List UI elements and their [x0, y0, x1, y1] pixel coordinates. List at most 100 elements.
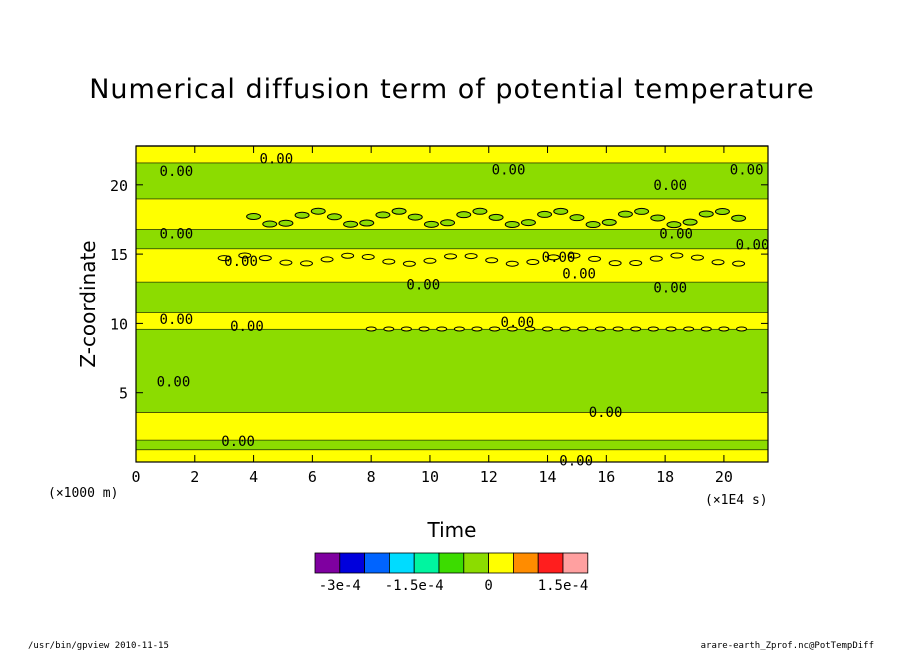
contour-blob-58 [383, 326, 395, 332]
contour-blob-23 [617, 210, 633, 218]
contour-blob-64 [489, 326, 501, 332]
contour-blob-74 [665, 326, 677, 332]
contour-label-3: 0.00 [157, 375, 191, 391]
colorbar-swatch-9 [537, 552, 564, 574]
contour-blob-15 [488, 213, 504, 221]
contour-blob-30 [731, 214, 747, 222]
contour-label-16: 0.00 [736, 237, 770, 253]
contour-band-10 [136, 146, 768, 163]
contour-blob-48 [567, 252, 581, 259]
x-tick-label-8: 16 [597, 468, 615, 486]
contour-blob-11 [423, 220, 439, 228]
x-tick-label-9: 18 [656, 468, 674, 486]
contour-blob-44 [485, 257, 499, 264]
contour-blob-26 [666, 221, 682, 229]
contour-blob-60 [418, 326, 430, 332]
contour-blob-1 [262, 220, 278, 228]
contour-blob-72 [630, 326, 642, 332]
contour-blob-12 [440, 219, 456, 227]
contour-band-9 [136, 162, 768, 199]
x-tick-label-0: 0 [131, 468, 140, 486]
contour-band-0 [136, 449, 768, 462]
contour-blob-16 [504, 220, 520, 228]
contour-label-9: 0.00 [492, 163, 526, 179]
contour-blob-20 [569, 214, 585, 222]
contour-blob-67 [542, 326, 554, 332]
contour-blob-56 [732, 260, 746, 267]
contour-blob-65 [506, 326, 518, 332]
contour-blob-45 [505, 260, 519, 267]
contour-blob-32 [238, 252, 252, 259]
contour-blob-51 [629, 260, 643, 267]
x-tick-label-10: 20 [715, 468, 733, 486]
x-tick-label-2: 4 [249, 468, 258, 486]
y-tick-label-0: 5 [119, 385, 128, 403]
colorbar-tick-label-3: 1.5e-4 [538, 578, 589, 594]
colorbar-tick-label-1: -1.5e-4 [385, 578, 444, 594]
contour-label-7: 0.00 [259, 151, 293, 167]
contour-blob-17 [520, 219, 536, 227]
x-unit-label: (×1E4 s) [705, 493, 768, 508]
contour-band-2 [136, 412, 768, 440]
contour-blob-49 [588, 255, 602, 262]
contour-band-1 [136, 439, 768, 450]
colorbar-swatch-4 [413, 552, 440, 574]
contour-blob-78 [736, 326, 748, 332]
contour-blob-28 [698, 210, 714, 218]
contour-blob-55 [711, 259, 725, 266]
contour-blob-29 [714, 208, 730, 216]
contour-blob-62 [453, 326, 465, 332]
contour-blob-40 [402, 260, 416, 267]
contour-blob-7 [359, 219, 375, 227]
contour-blob-36 [320, 256, 334, 263]
x-tick-label-6: 12 [480, 468, 498, 486]
colorbar-tick-label-2: 0 [484, 578, 492, 594]
contour-blob-37 [341, 252, 355, 259]
contour-blob-70 [594, 326, 606, 332]
y-tick-label-2: 15 [110, 246, 128, 264]
contour-blob-41 [423, 257, 437, 264]
contour-label-12: 0.00 [653, 280, 687, 296]
footer-right: arare-earth_Zprof.nc@PotTempDiff [700, 641, 874, 651]
contour-blob-5 [326, 213, 342, 221]
y-tick-label-3: 20 [110, 177, 128, 195]
contour-blob-31 [217, 255, 231, 262]
contour-label-1: 0.00 [160, 226, 194, 242]
contour-blob-8 [375, 211, 391, 219]
contour-blob-4 [310, 207, 326, 215]
contour-blob-19 [553, 207, 569, 215]
footer-left: /usr/bin/gpview 2010-11-15 [28, 641, 169, 651]
contour-blob-43 [464, 253, 478, 260]
contour-label-17: 0.00 [501, 315, 535, 331]
contour-blob-9 [391, 207, 407, 215]
colorbar-swatch-0 [314, 552, 341, 574]
contour-blob-53 [670, 252, 684, 259]
x-tick-label-7: 14 [539, 468, 557, 486]
contour-blob-3 [294, 211, 310, 219]
contour-band-7 [136, 229, 768, 249]
contour-blob-25 [650, 214, 666, 222]
contour-blob-57 [365, 326, 377, 332]
contour-blob-35 [299, 260, 313, 267]
x-tick-label-3: 6 [308, 468, 317, 486]
contour-blob-76 [700, 326, 712, 332]
colorbar-tick-label-0: -3e-4 [319, 578, 361, 594]
contour-blob-42 [444, 253, 458, 260]
contour-blob-71 [612, 326, 624, 332]
contour-blob-13 [456, 211, 472, 219]
contour-blob-52 [649, 255, 663, 262]
contour-blob-68 [559, 326, 571, 332]
x-tick-label-4: 8 [367, 468, 376, 486]
contour-label-13: 0.00 [659, 226, 693, 242]
contour-blob-22 [601, 218, 617, 226]
colorbar-swatch-10 [562, 552, 589, 574]
contour-label-0: 0.00 [160, 164, 194, 180]
contour-label-10: 0.00 [542, 250, 576, 266]
x-tick-label-1: 2 [190, 468, 199, 486]
contour-blob-69 [577, 326, 589, 332]
contour-blob-21 [585, 221, 601, 229]
y-unit-label: (×1000 m) [48, 486, 118, 501]
contour-blob-18 [537, 210, 553, 218]
contour-blob-47 [546, 254, 560, 261]
